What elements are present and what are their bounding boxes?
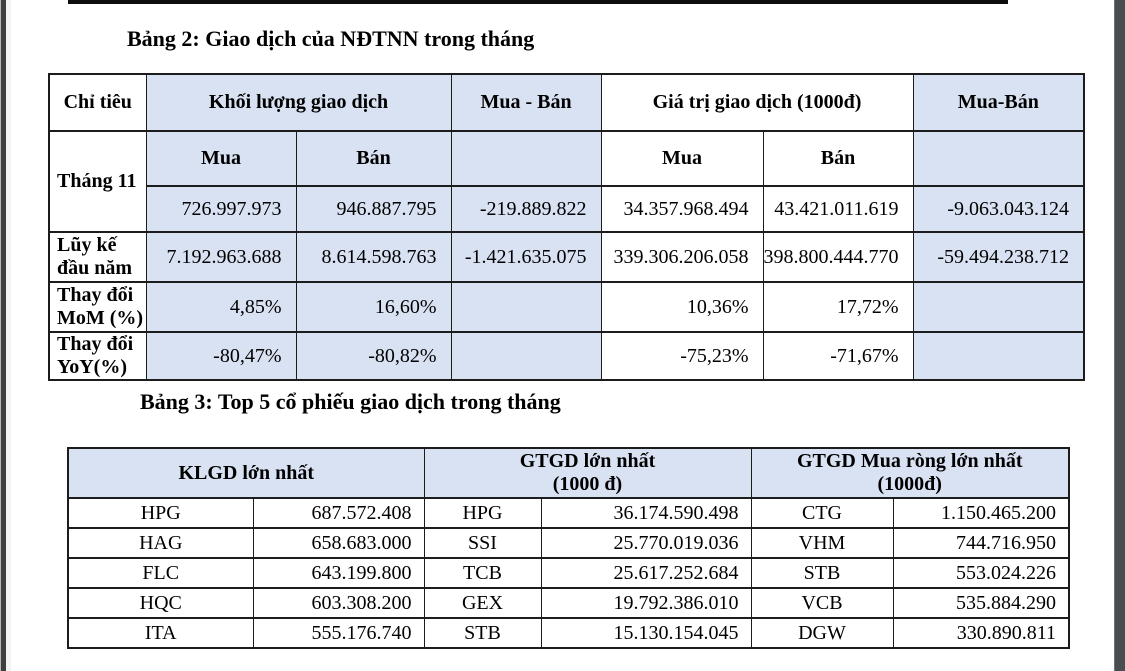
cell-net-value: 535.884.290	[892, 587, 1070, 619]
page-left-edge-dark	[1, 0, 6, 671]
header-value-net: Mua-Bán	[912, 73, 1085, 132]
cell-klgd-value: 687.572.408	[252, 497, 425, 529]
header-volume-group: Khối lượng giao dịch	[145, 73, 452, 132]
cell-klgd-ticker: HAG	[67, 527, 254, 559]
cell-value-net	[912, 281, 1085, 333]
cell-value-sell: 17,72%	[762, 281, 914, 333]
cell-volume-sell: -80,82%	[295, 331, 452, 381]
header-value-group: Giá trị giao dịch (1000đ)	[600, 73, 914, 132]
header-net-line2: (1000đ)	[877, 473, 942, 495]
cell-volume-net: -1.421.635.075	[450, 231, 602, 283]
cell-klgd-ticker: HPG	[67, 497, 254, 529]
cell-klgd-value: 555.176.740	[252, 617, 425, 649]
cell-value-buy: 339.306.206.058	[600, 231, 764, 283]
cell-value-net: -59.494.238.712	[912, 231, 1085, 283]
cell-value-buy: -75,23%	[600, 331, 764, 381]
cell-klgd-ticker: ITA	[67, 617, 254, 649]
empty-cell	[450, 130, 602, 187]
cell-gtgd-ticker: STB	[423, 617, 542, 649]
header-klgd: KLGD lớn nhất	[67, 447, 425, 499]
table2-title: Bảng 2: Giao dịch của NĐTNN trong tháng	[127, 26, 535, 51]
cell-value-net	[912, 331, 1085, 381]
header-gtgd-line2: (1000 đ)	[552, 473, 623, 495]
header-net-line1: GTGD Mua ròng lớn nhất	[796, 450, 1023, 472]
cell-gtgd-ticker: GEX	[423, 587, 542, 619]
cell-net-ticker: VCB	[750, 587, 894, 619]
subheader-volume-buy: Mua	[145, 130, 297, 187]
cell-gtgd-ticker: HPG	[423, 497, 542, 529]
cell-volume-net: -219.889.822	[450, 185, 602, 233]
table3-row-1: HPG 687.572.408 HPG 36.174.590.498 CTG 1…	[67, 497, 1070, 529]
empty-cell	[912, 130, 1085, 187]
cell-gtgd-ticker: SSI	[423, 527, 542, 559]
cell-gtgd-ticker: TCB	[423, 557, 542, 589]
table3-row-3: FLC 643.199.800 TCB 25.617.252.684 STB 5…	[67, 557, 1070, 589]
cell-klgd-value: 603.308.200	[252, 587, 425, 619]
subheader-value-buy: Mua	[600, 130, 764, 187]
table3-row-4: HQC 603.308.200 GEX 19.792.386.010 VCB 5…	[67, 587, 1070, 619]
cell-net-ticker: STB	[750, 557, 894, 589]
cell-volume-sell: 946.887.795	[295, 185, 452, 233]
table2-row-ytd: Lũy kế đầu năm 7.192.963.688 8.614.598.7…	[48, 231, 1085, 283]
cell-volume-sell: 16,60%	[295, 281, 452, 333]
cell-gtgd-value: 25.617.252.684	[540, 557, 752, 589]
header-criteria: Chỉ tiêu	[48, 73, 147, 132]
cell-gtgd-value: 25.770.019.036	[540, 527, 752, 559]
row-label-ytd: Lũy kế đầu năm	[48, 231, 147, 283]
cell-gtgd-value: 36.174.590.498	[540, 497, 752, 529]
cell-value-buy: 10,36%	[600, 281, 764, 333]
row-label-mom: Thay đổi MoM (%)	[48, 281, 147, 333]
foreign-investor-table: Chỉ tiêu Khối lượng giao dịch Mua - Bán …	[48, 73, 1086, 381]
table2-header-row: Chỉ tiêu Khối lượng giao dịch Mua - Bán …	[48, 73, 1085, 132]
cell-value-buy: 34.357.968.494	[600, 185, 764, 233]
header-klgd-label: KLGD lớn nhất	[178, 461, 315, 484]
row-label-month: Tháng 11	[48, 130, 147, 233]
cell-net-ticker: CTG	[750, 497, 894, 529]
cell-net-value: 1.150.465.200	[892, 497, 1070, 529]
page-left-edge-shadow	[6, 0, 11, 671]
table2-row-month: 726.997.973 946.887.795 -219.889.822 34.…	[49, 185, 1085, 233]
cell-volume-buy: -80,47%	[145, 331, 297, 381]
table2-row-yoy: Thay đổi YoY(%) -80,47% -80,82% -75,23% …	[48, 331, 1085, 381]
cell-klgd-value: 658.683.000	[252, 527, 425, 559]
cell-value-net: -9.063.043.124	[912, 185, 1085, 233]
header-net: GTGD Mua ròng lớn nhất (1000đ)	[750, 447, 1070, 499]
table2-subheader-row: Tháng 11 Mua Bán Mua Bán	[48, 130, 1085, 233]
page-left-edge-light	[0, 0, 1, 671]
cell-net-value: 553.024.226	[892, 557, 1070, 589]
subheader-value-sell: Bán	[762, 130, 914, 187]
cell-volume-buy: 4,85%	[145, 281, 297, 333]
cell-net-value: 330.890.811	[892, 617, 1070, 649]
cell-volume-buy: 7.192.963.688	[145, 231, 297, 283]
horizontal-rule	[68, 0, 1008, 4]
table3-row-5: ITA 555.176.740 STB 15.130.154.045 DGW 3…	[67, 617, 1070, 649]
cell-volume-net	[450, 281, 602, 333]
header-volume-net: Mua - Bán	[450, 73, 602, 132]
cell-gtgd-value: 19.792.386.010	[540, 587, 752, 619]
table3-row-2: HAG 658.683.000 SSI 25.770.019.036 VHM 7…	[67, 527, 1070, 559]
cell-klgd-ticker: FLC	[67, 557, 254, 589]
cell-gtgd-value: 15.130.154.045	[540, 617, 752, 649]
table3-title: Bảng 3: Top 5 cổ phiếu giao dịch trong t…	[140, 389, 561, 414]
cell-klgd-value: 643.199.800	[252, 557, 425, 589]
cell-net-value: 744.716.950	[892, 527, 1070, 559]
cell-value-sell: 43.421.011.619	[762, 185, 914, 233]
row-label-yoy: Thay đổi YoY(%)	[48, 331, 147, 381]
cell-klgd-ticker: HQC	[67, 587, 254, 619]
cell-volume-net	[450, 331, 602, 381]
cell-net-ticker: VHM	[750, 527, 894, 559]
window-right-edge	[1114, 0, 1125, 671]
cell-net-ticker: DGW	[750, 617, 894, 649]
cell-value-sell: 398.800.444.770	[762, 231, 914, 283]
cell-value-sell: -71,67%	[762, 331, 914, 381]
header-gtgd-line1: GTGD lớn nhất	[519, 450, 656, 472]
table3-header-row: KLGD lớn nhất GTGD lớn nhất (1000 đ) GTG…	[67, 447, 1070, 499]
header-gtgd: GTGD lớn nhất (1000 đ)	[423, 447, 752, 499]
table2-row-mom: Thay đổi MoM (%) 4,85% 16,60% 10,36% 17,…	[48, 281, 1085, 333]
top5-stocks-table: KLGD lớn nhất GTGD lớn nhất (1000 đ) GTG…	[67, 447, 1070, 649]
cell-volume-buy: 726.997.973	[145, 185, 297, 233]
subheader-volume-sell: Bán	[295, 130, 452, 187]
cell-volume-sell: 8.614.598.763	[295, 231, 452, 283]
